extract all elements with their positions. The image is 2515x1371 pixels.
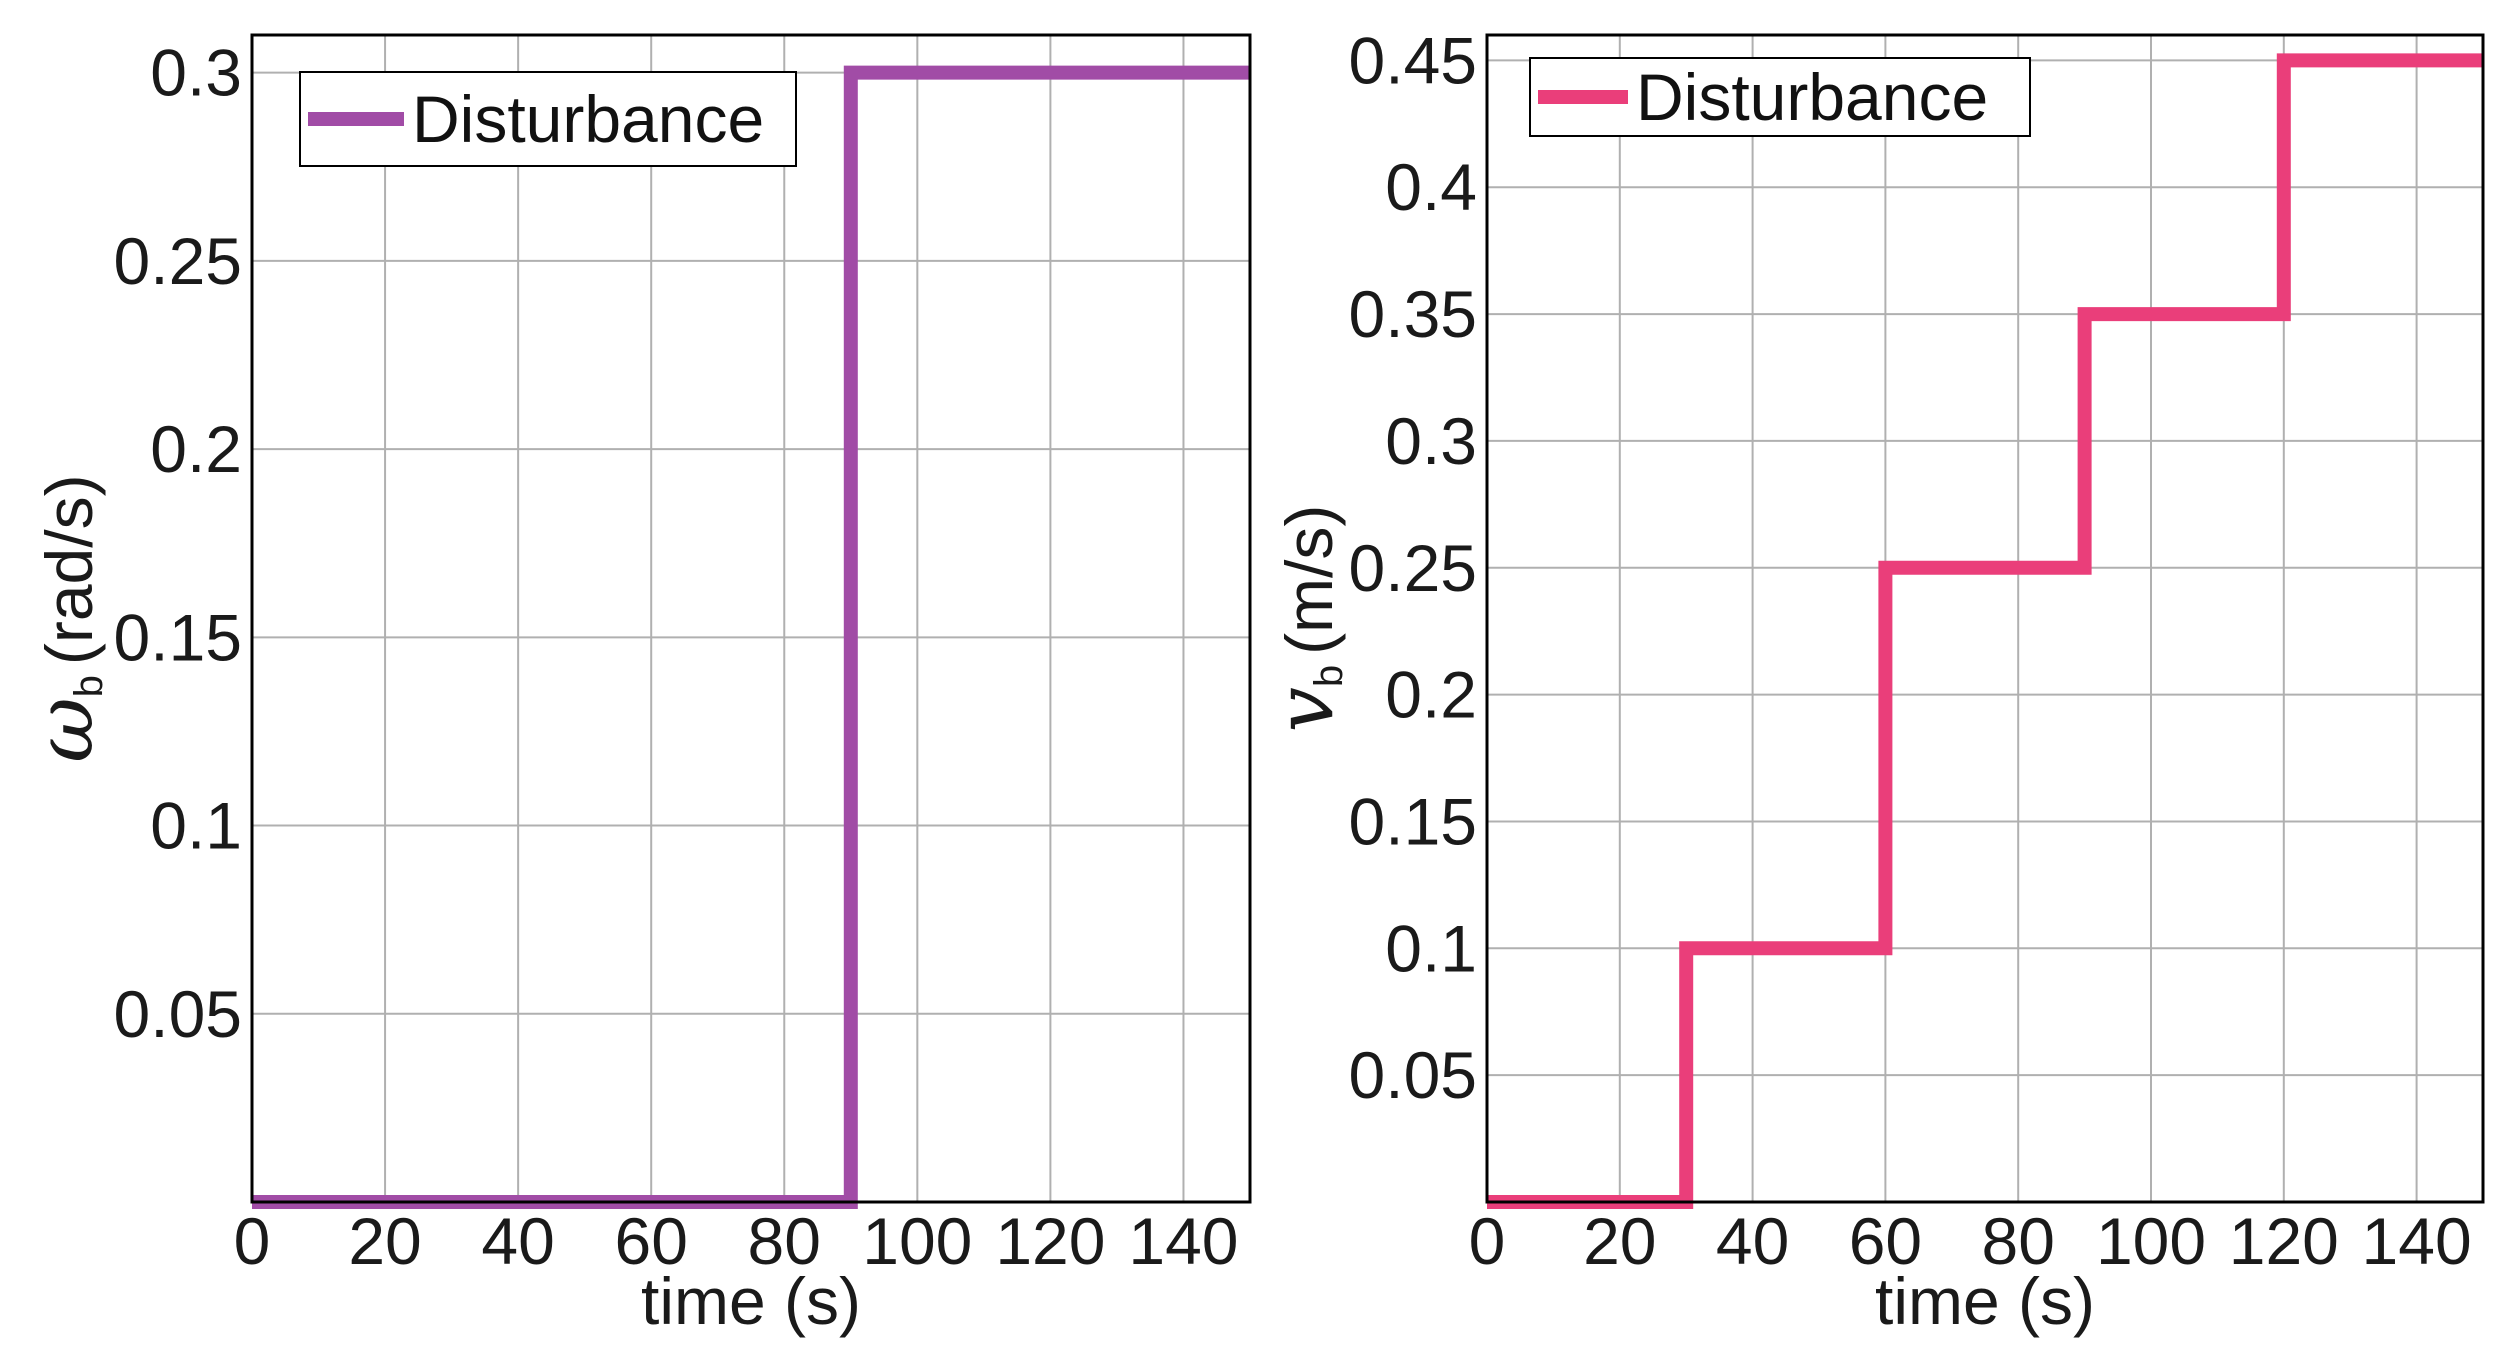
- x-tick-label: 100: [2096, 1204, 2206, 1278]
- y-tick-label: 0.1: [1385, 911, 1477, 985]
- y-tick-label: 0.3: [1385, 404, 1477, 478]
- y-tick-label: 0.15: [1349, 784, 1477, 858]
- y-tick-label: 0.1: [150, 789, 242, 863]
- y-tick-label: 0.2: [1385, 658, 1477, 732]
- x-tick-label: 40: [1716, 1204, 1789, 1278]
- x-tick-label: 80: [1981, 1204, 2054, 1278]
- y-axis-subscript: b: [1307, 665, 1351, 687]
- legend-label: Disturbance: [412, 82, 764, 156]
- y-axis-unit: (m/s): [1272, 505, 1346, 655]
- y-tick-label: 0.3: [150, 36, 242, 110]
- y-tick-label: 0.25: [114, 224, 242, 298]
- y-axis-symbol: ω: [18, 697, 111, 762]
- y-tick-label: 0.05: [1349, 1038, 1477, 1112]
- x-tick-label: 0: [234, 1204, 271, 1278]
- x-tick-label: 20: [1583, 1204, 1656, 1278]
- x-tick-label: 140: [1128, 1204, 1238, 1278]
- y-tick-label: 0.2: [150, 412, 242, 486]
- x-axis-title: time (s): [641, 1264, 861, 1338]
- y-tick-label: 0.4: [1385, 150, 1477, 224]
- y-axis-symbol: v: [1258, 687, 1351, 732]
- y-tick-label: 0.15: [114, 600, 242, 674]
- x-tick-label: 0: [1469, 1204, 1506, 1278]
- y-axis-subscript: b: [67, 675, 111, 697]
- legend: Disturbance: [1529, 57, 2031, 137]
- legend: Disturbance: [299, 71, 797, 167]
- y-tick-label: 0.25: [1349, 531, 1477, 605]
- x-tick-label: 140: [2362, 1204, 2472, 1278]
- x-tick-label: 40: [481, 1204, 554, 1278]
- x-tick-label: 20: [348, 1204, 421, 1278]
- x-axis-title: time (s): [1875, 1264, 2095, 1338]
- y-tick-label: 0.35: [1349, 277, 1477, 351]
- x-tick-label: 80: [748, 1204, 821, 1278]
- x-tick-label: 100: [862, 1204, 972, 1278]
- x-tick-label: 120: [995, 1204, 1105, 1278]
- plot-frame: [1485, 33, 2485, 1204]
- chart-1: 0 20 40 60 80 100 120 140 0.05 0.1 0.15 0.2 0.25 0.3 t…: [18, 33, 1252, 1338]
- y-axis-title: vb (m/s): [1258, 505, 1351, 733]
- x-tick-label: 60: [1849, 1204, 1922, 1278]
- y-axis-title: ωb (rad/s): [18, 474, 111, 762]
- chart-2: 0 20 40 60 80 100 120 140 0.05 0.1 0.15 0.2 0.25 0.3 0…: [1258, 23, 2485, 1338]
- plot-frame: [250, 33, 1252, 1204]
- series-line-1: [1487, 53, 2483, 1209]
- y-axis-unit: (rad/s): [32, 474, 106, 665]
- y-tick-label: 0.45: [1349, 23, 1477, 97]
- x-tick-label: 60: [614, 1204, 687, 1278]
- legend-label: Disturbance: [1636, 60, 1988, 134]
- x-tick-label: 120: [2229, 1204, 2339, 1278]
- y-tick-label: 0.05: [114, 977, 242, 1051]
